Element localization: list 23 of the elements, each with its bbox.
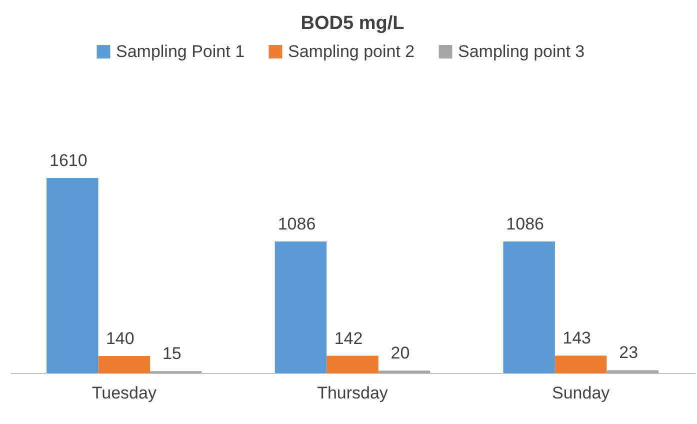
bar xyxy=(274,241,327,373)
data-label: 1086 xyxy=(506,214,544,234)
data-label: 20 xyxy=(390,344,410,363)
legend-label: Sampling Point 1 xyxy=(116,42,245,61)
chart-title: BOD5 mg/L xyxy=(300,13,405,34)
x-tick-label: Sunday xyxy=(552,384,610,402)
bar xyxy=(46,178,98,373)
data-label: 1086 xyxy=(278,214,316,234)
data-label: 142 xyxy=(334,328,363,348)
data-label: 15 xyxy=(162,344,182,364)
x-tick-label: Thursday xyxy=(317,384,388,402)
x-tick-label: Tuesday xyxy=(92,384,157,402)
legend-label: Sampling point 3 xyxy=(458,42,585,61)
bar xyxy=(606,370,658,373)
bar xyxy=(503,241,555,373)
bar xyxy=(98,356,150,373)
data-label: 140 xyxy=(106,329,134,348)
bar xyxy=(326,356,378,373)
bar xyxy=(554,356,607,373)
data-label: 23 xyxy=(619,343,638,362)
data-label: 1610 xyxy=(49,151,88,170)
data-label: 143 xyxy=(562,328,592,348)
legend-label: Sampling point 2 xyxy=(288,42,415,61)
